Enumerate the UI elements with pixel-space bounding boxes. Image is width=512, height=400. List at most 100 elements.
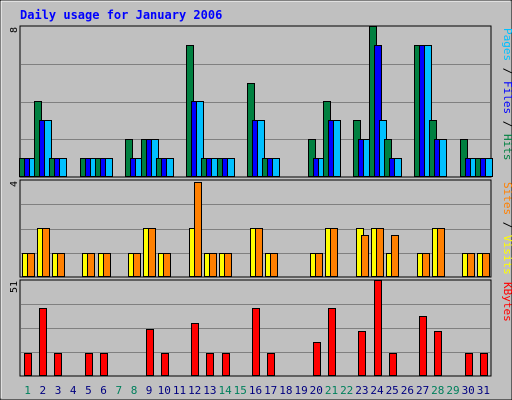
middle-bar-sites-day-25: [391, 235, 399, 277]
x-tick-label-day-4: 4: [70, 384, 77, 397]
top-legend-part: Files: [501, 81, 512, 114]
top-bar-pages-day-28: [439, 139, 447, 177]
top-bar-pages-day-10: [166, 158, 174, 177]
x-tick-label-day-3: 3: [55, 384, 62, 397]
top-bar-pages-day-14: [227, 158, 235, 177]
top-bar-pages-day-25: [394, 158, 402, 177]
x-tick-label-day-11: 11: [173, 384, 186, 397]
top-bar-pages-day-2: [44, 120, 52, 177]
x-tick-label-day-20: 20: [310, 384, 323, 397]
middle-bar-sites-day-31: [482, 253, 490, 277]
top-legend-label: Pages / Files / Hits: [501, 28, 512, 161]
x-tick-label-day-23: 23: [355, 384, 368, 397]
x-tick-label-day-25: 25: [386, 384, 399, 397]
bottom-bar-kbytes-day-5: [85, 353, 93, 376]
x-tick-label-day-13: 13: [203, 384, 216, 397]
middle-bar-sites-day-14: [224, 253, 232, 277]
top-legend-part: /: [501, 114, 512, 134]
top-bar-pages-day-31: [485, 158, 493, 177]
middle-bar-sites-day-3: [57, 253, 65, 277]
x-tick-label-day-29: 29: [446, 384, 459, 397]
middle-bar-sites-day-12: [194, 182, 202, 277]
middle-bar-sites-day-23: [361, 235, 369, 277]
x-tick-label-day-27: 27: [416, 384, 429, 397]
top-bar-pages-day-3: [59, 158, 67, 177]
x-tick-label-day-31: 31: [477, 384, 490, 397]
x-axis-tick-labels: 1 2 3 4 5 6 7 8 9 10 11 12 13 14 15 16 17 18 19 20 21 22 23 24 2…: [24, 384, 490, 397]
top-legend-part: Pages: [501, 28, 512, 61]
bottom-bar-kbytes-day-23: [358, 331, 366, 376]
middle-bar-sites-day-21: [330, 228, 338, 277]
bottom-bar-kbytes-day-24: [374, 280, 382, 376]
middle-legend-part: Sites: [501, 182, 512, 215]
middle-bar-sites-day-5: [87, 253, 95, 277]
x-tick-label-day-22: 22: [340, 384, 353, 397]
bottom-bar-kbytes-day-13: [206, 353, 214, 376]
x-tick-label-day-17: 17: [264, 384, 277, 397]
bottom-bar-kbytes-day-17: [267, 353, 275, 376]
middle-legend-part: Visits: [501, 235, 512, 275]
bottom-bar-kbytes-day-21: [328, 308, 336, 376]
middle-legend-part: /: [501, 215, 512, 235]
middle-bar-sites-day-27: [422, 253, 430, 277]
middle-bar-sites-day-24: [376, 228, 384, 277]
chart-panels: 8 Pages / Files / Hits 4 Sites / Visits 51 KB…: [9, 25, 512, 377]
bottom-bar-kbytes-day-12: [191, 323, 199, 376]
middle-bar-sites-day-13: [209, 253, 217, 277]
middle-bar-sites-day-10: [163, 253, 171, 277]
bottom-bar-kbytes-day-10: [161, 353, 169, 376]
middle-bar-sites-day-2: [42, 228, 50, 277]
top-bar-files-day-24: [374, 45, 382, 177]
x-tick-label-day-19: 19: [294, 384, 307, 397]
bottom-bar-kbytes-day-25: [389, 353, 397, 376]
middle-bar-sites-day-30: [467, 253, 475, 277]
bottom-legend-part: KBytes: [501, 282, 512, 322]
middle-bar-sites-day-9: [148, 228, 156, 277]
middle-bar-sites-day-1: [27, 253, 35, 277]
bottom-ymax-tick-label: 51: [9, 281, 20, 293]
top-bar-pages-day-27: [424, 45, 432, 177]
x-tick-label-day-9: 9: [146, 384, 153, 397]
x-tick-label-day-24: 24: [370, 384, 384, 397]
top-bar-pages-day-16: [257, 120, 265, 177]
x-tick-label-day-6: 6: [100, 384, 107, 397]
top-bar-pages-day-6: [105, 158, 113, 177]
middle-bar-sites-day-28: [437, 228, 445, 277]
bottom-bar-kbytes-day-14: [222, 353, 230, 376]
x-tick-label-day-8: 8: [131, 384, 138, 397]
bottom-bar-kbytes-day-31: [480, 353, 488, 376]
x-tick-label-day-18: 18: [279, 384, 292, 397]
bottom-bar-kbytes-day-20: [313, 342, 321, 376]
top-legend-part: /: [501, 61, 512, 81]
middle-bar-sites-day-6: [103, 253, 111, 277]
x-tick-label-day-28: 28: [431, 384, 444, 397]
top-legend-part: Hits: [501, 134, 512, 161]
chart-title: Daily usage for January 2006: [20, 8, 222, 22]
x-tick-label-day-1: 1: [24, 384, 31, 397]
bottom-bar-kbytes-day-9: [146, 329, 154, 376]
bottom-bar-kbytes-day-28: [434, 331, 442, 376]
middle-bar-sites-day-8: [133, 253, 141, 277]
bottom-bar-kbytes-day-16: [252, 308, 260, 376]
x-tick-label-day-15: 15: [234, 384, 247, 397]
x-tick-label-day-26: 26: [401, 384, 414, 397]
bottom-bar-kbytes-day-2: [39, 308, 47, 376]
x-tick-label-day-5: 5: [85, 384, 92, 397]
x-tick-label-day-7: 7: [115, 384, 122, 397]
middle-legend-label: Sites / Visits: [501, 182, 512, 275]
top-bar-pages-day-12: [196, 101, 204, 177]
x-tick-label-day-30: 30: [462, 384, 475, 397]
bottom-bar-kbytes-day-3: [54, 353, 62, 376]
x-tick-label-day-21: 21: [325, 384, 338, 397]
middle-bar-sites-day-20: [315, 253, 323, 277]
top-ymax-tick-label: 8: [9, 27, 20, 33]
x-tick-label-day-2: 2: [39, 384, 46, 397]
top-bar-pages-day-21: [333, 120, 341, 177]
middle-bar-sites-day-17: [270, 253, 278, 277]
bottom-legend-label: KBytes: [501, 282, 512, 322]
bottom-bar-kbytes-day-6: [100, 353, 108, 376]
x-tick-label-day-12: 12: [188, 384, 201, 397]
middle-ymax-tick-label: 4: [9, 181, 20, 187]
x-tick-label-day-10: 10: [158, 384, 171, 397]
